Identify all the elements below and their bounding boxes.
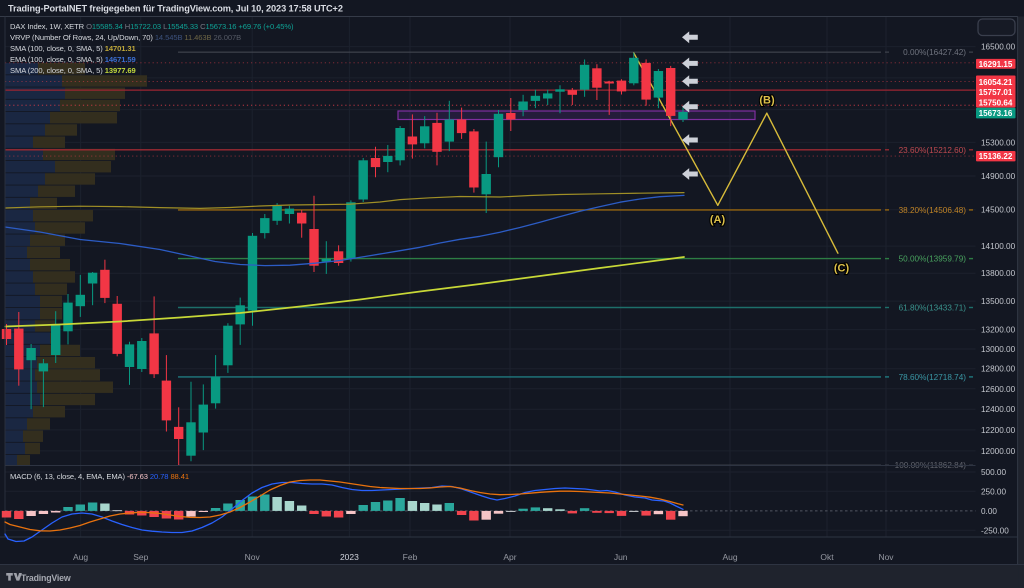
svg-text:15673.16: 15673.16 — [979, 109, 1013, 118]
svg-text:Sep: Sep — [133, 552, 148, 562]
svg-text:0.00%(16427.42): 0.00%(16427.42) — [903, 48, 966, 57]
svg-text:(C): (C) — [834, 263, 850, 275]
svg-text:Feb: Feb — [403, 552, 418, 562]
svg-text:2023: 2023 — [340, 552, 359, 562]
svg-text:12600.00: 12600.00 — [981, 385, 1016, 394]
svg-text:0.00: 0.00 — [981, 507, 997, 516]
svg-text:TradingView: TradingView — [21, 573, 71, 583]
svg-text:SMA (200, close, 0, SMA, 5) 1: SMA (200, close, 0, SMA, 5) 13977.69 — [10, 66, 136, 75]
svg-text:Nov: Nov — [245, 552, 261, 562]
svg-text:13500.00: 13500.00 — [981, 297, 1016, 306]
svg-text:12200.00: 12200.00 — [981, 426, 1016, 435]
svg-text:61.80%(13433.71): 61.80%(13433.71) — [899, 304, 967, 313]
svg-text:500.00: 500.00 — [981, 468, 1006, 477]
svg-text:15136.22: 15136.22 — [979, 152, 1013, 161]
svg-text:Apr: Apr — [503, 552, 516, 562]
svg-text:16054.21: 16054.21 — [979, 78, 1013, 87]
svg-text:14500.00: 14500.00 — [981, 206, 1016, 215]
svg-text:-250.00: -250.00 — [981, 526, 1009, 535]
svg-text:15750.64: 15750.64 — [979, 99, 1013, 108]
svg-text:14900.00: 14900.00 — [981, 172, 1016, 181]
svg-text:78.60%(12718.74): 78.60%(12718.74) — [899, 373, 967, 382]
svg-text:250.00: 250.00 — [981, 487, 1006, 496]
svg-text:50.00%(13959.79): 50.00%(13959.79) — [899, 255, 967, 264]
svg-text:23.60%(15212.60): 23.60%(15212.60) — [899, 146, 967, 155]
svg-text:14100.00: 14100.00 — [981, 242, 1016, 251]
svg-text:Aug: Aug — [73, 552, 88, 562]
svg-text:13000.00: 13000.00 — [981, 345, 1016, 354]
svg-text:13800.00: 13800.00 — [981, 269, 1016, 278]
svg-text:15300.00: 15300.00 — [981, 138, 1016, 147]
svg-text:13200.00: 13200.00 — [981, 326, 1016, 335]
svg-text:(B): (B) — [759, 95, 775, 107]
svg-text:16500.00: 16500.00 — [981, 43, 1016, 52]
svg-text:Trading-PortalNET freigegeben: Trading-PortalNET freigegeben für Tradin… — [8, 4, 343, 14]
svg-text:DAX Index, 1W, XETR O15585.34: DAX Index, 1W, XETR O15585.34 H15722.03 … — [10, 22, 294, 31]
svg-text:12800.00: 12800.00 — [981, 365, 1016, 374]
svg-text:15757.01: 15757.01 — [979, 88, 1013, 97]
svg-text:Nov: Nov — [878, 552, 894, 562]
svg-text:12400.00: 12400.00 — [981, 405, 1016, 414]
svg-text:(A): (A) — [710, 214, 726, 226]
svg-text:12000.00: 12000.00 — [981, 447, 1016, 456]
svg-text:Jun: Jun — [614, 552, 628, 562]
svg-text:16291.15: 16291.15 — [979, 60, 1013, 69]
svg-text:SMA (100, close, 0, SMA, 5) 1: SMA (100, close, 0, SMA, 5) 14701.31 — [10, 44, 136, 53]
svg-text:MACD (6, 13, close, 4, EMA, EM: MACD (6, 13, close, 4, EMA, EMA) -67.63 … — [10, 472, 189, 481]
svg-text:Okt: Okt — [820, 552, 834, 562]
svg-text:38.20%(14506.48): 38.20%(14506.48) — [899, 206, 967, 215]
svg-text:VRVP (Number Of Rows, 24, Up/D: VRVP (Number Of Rows, 24, Up/Down, 70) 1… — [10, 33, 241, 42]
svg-text:EMA (100, close, 0, SMA, 5) 1: EMA (100, close, 0, SMA, 5) 14671.59 — [10, 55, 136, 64]
svg-text:Aug: Aug — [722, 552, 737, 562]
